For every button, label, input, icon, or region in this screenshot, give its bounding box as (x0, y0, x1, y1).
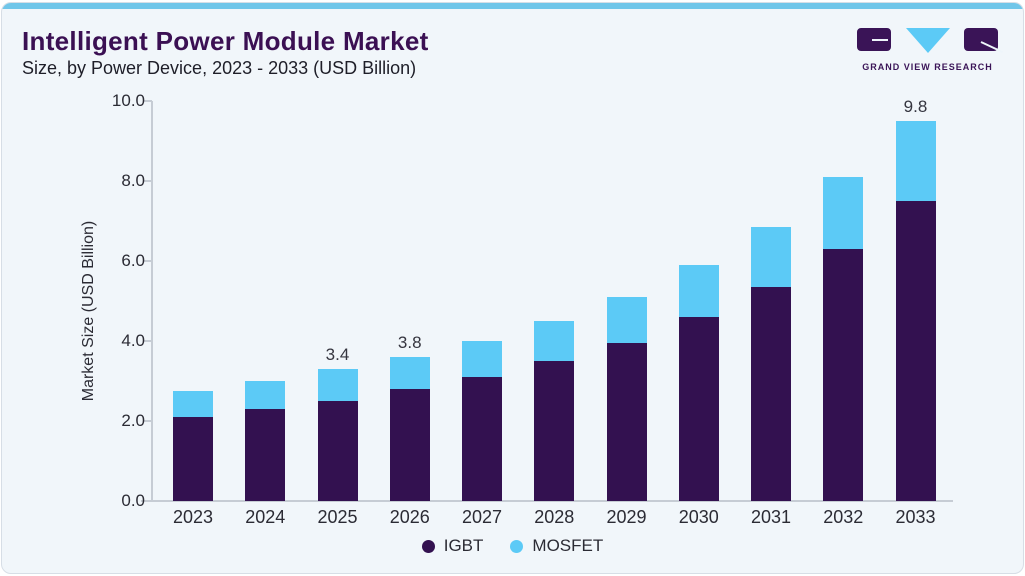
bar-segment-igbt-2023 (173, 417, 213, 501)
legend-swatch-mosfet-icon (510, 539, 524, 553)
bar-segment-mosfet-2023 (173, 391, 213, 417)
y-tick-label-0.0: 0.0 (121, 491, 145, 510)
legend-item-mosfet: MOSFET (510, 536, 603, 556)
bar-segment-mosfet-2033 (895, 121, 936, 201)
y-tick-mark-8.0 (143, 180, 152, 182)
y-tick-label-2.0: 2.0 (121, 411, 145, 430)
bar-segment-igbt-2033 (895, 201, 936, 501)
bar-segment-mosfet-2027 (462, 341, 502, 377)
logo-v-triangle-icon (905, 28, 950, 53)
bar-segment-mosfet-2029 (606, 297, 647, 343)
bar-segment-mosfet-2028 (534, 321, 575, 361)
bar-segment-igbt-2027 (462, 377, 502, 501)
bar-segment-igbt-2028 (534, 361, 575, 501)
x-axis-label-2030: 2030 (678, 507, 719, 527)
chart-legend: IGBT MOSFET (0, 536, 1025, 556)
legend-item-igbt: IGBT (421, 536, 484, 556)
x-axis-label-2024: 2024 (245, 507, 286, 527)
card-accent-strip (2, 3, 1023, 9)
x-axis-line (141, 500, 953, 502)
bar-segment-igbt-2024 (245, 409, 286, 501)
y-tick-mark-6.0 (143, 260, 152, 262)
bar-segment-igbt-2026 (389, 389, 430, 501)
logo-r-line (980, 41, 1004, 54)
x-axis-label-2029: 2029 (606, 507, 647, 527)
x-axis-label-2026: 2026 (389, 507, 430, 527)
bar-segment-igbt-2032 (823, 249, 864, 501)
bar-segment-igbt-2031 (751, 287, 791, 501)
page-title: Intelligent Power Module Market (22, 26, 429, 56)
logo-r-icon (964, 28, 1004, 54)
y-tick-label-8.0: 8.0 (121, 171, 145, 190)
legend-label-mosfet: MOSFET (532, 536, 604, 555)
logo-shapes (857, 28, 1004, 54)
y-tick-label-10.0: 10.0 (111, 91, 145, 110)
bar-segment-mosfet-2025 (317, 369, 358, 401)
x-axis-label-2031: 2031 (750, 507, 792, 527)
bar-segment-mosfet-2030 (678, 265, 719, 317)
x-axis-label-2033: 2033 (895, 507, 936, 527)
legend-swatch-igbt-icon (421, 539, 435, 553)
bar-total-label-2025: 3.4 (325, 345, 350, 364)
x-axis-label-2025: 2025 (317, 507, 358, 527)
page-subtitle: Size, by Power Device, 2023 - 2033 (USD … (22, 58, 417, 78)
y-tick-label-6.0: 6.0 (121, 251, 145, 270)
y-tick-mark-2.0 (143, 420, 152, 422)
legend-label-igbt: IGBT (443, 536, 484, 555)
gvr-logo: GRAND VIEW RESEARCH (857, 28, 1004, 72)
y-tick-mark-4.0 (143, 340, 152, 342)
y-tick-label-4.0: 4.0 (121, 331, 145, 350)
bar-segment-mosfet-2024 (245, 381, 286, 409)
y-axis-line (151, 101, 153, 501)
logo-g-line (872, 39, 888, 41)
logo-wordmark: GRAND VIEW RESEARCH (862, 62, 993, 72)
bar-segment-mosfet-2031 (751, 227, 791, 287)
bar-segment-igbt-2030 (678, 317, 719, 501)
x-axis-label-2023: 2023 (172, 507, 214, 527)
bar-segment-igbt-2025 (317, 401, 358, 501)
y-tick-mark-10.0 (143, 100, 152, 102)
x-axis-label-2032: 2032 (823, 507, 864, 527)
bar-total-label-2033: 9.8 (903, 97, 928, 116)
x-axis-label-2028: 2028 (534, 507, 575, 527)
bar-segment-mosfet-2026 (389, 357, 430, 389)
logo-g-icon (857, 28, 891, 51)
bar-total-label-2026: 3.8 (397, 333, 422, 352)
bar-segment-igbt-2029 (606, 343, 647, 501)
x-axis-label-2027: 2027 (461, 507, 503, 527)
y-axis-title: Market Size (USD Billion) (80, 220, 97, 402)
bar-segment-mosfet-2032 (823, 177, 864, 249)
